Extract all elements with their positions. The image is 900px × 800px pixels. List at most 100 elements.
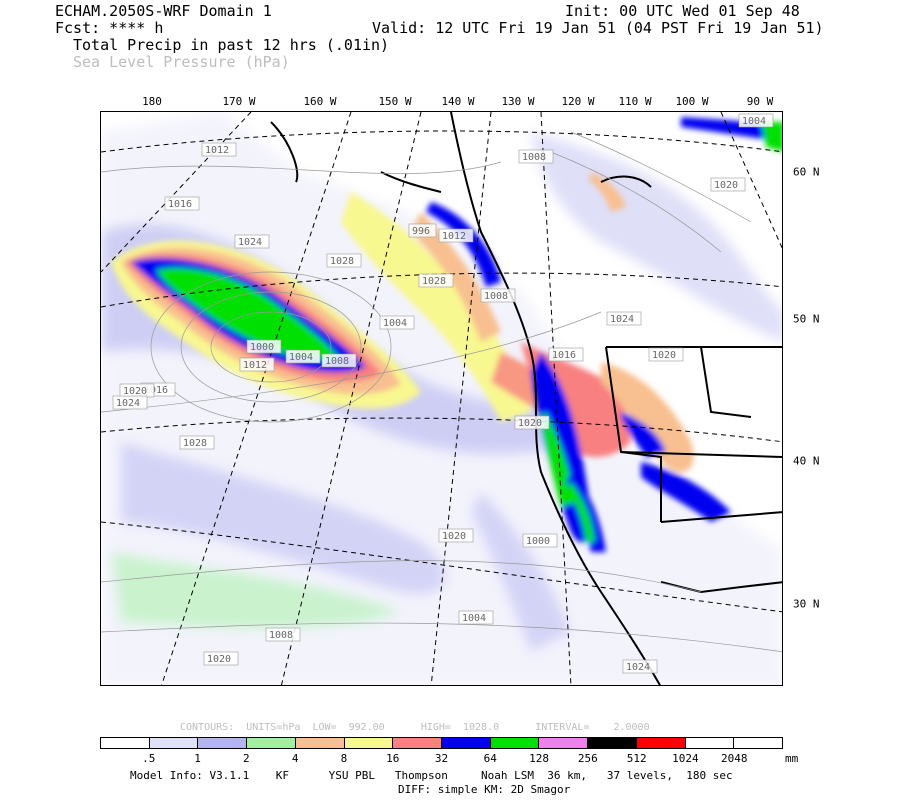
colorbar-segment [734, 738, 783, 748]
colorbar-tick: 16 [386, 752, 400, 765]
svg-text:1004: 1004 [289, 352, 313, 363]
colorbar-segment [442, 738, 491, 748]
svg-text:1012: 1012 [442, 231, 466, 242]
pressure-label: 1008 [321, 353, 357, 368]
pressure-label: 1024 [112, 395, 148, 410]
colorbar-tick: 256 [577, 752, 598, 765]
precip-map: 1004 1008 1012 1016 1020 1024 1028 996 1000 1004 1… [100, 111, 783, 686]
svg-text:1020: 1020 [518, 418, 542, 429]
colorbar-tick: 4 [291, 752, 299, 765]
svg-text:996: 996 [412, 226, 430, 237]
longitude-label: 180 [142, 95, 162, 108]
graticule [101, 112, 782, 685]
colorbar-segment [247, 738, 296, 748]
pressure-label: 1004 [285, 349, 321, 364]
svg-text:1024: 1024 [238, 237, 262, 248]
svg-text:1012: 1012 [243, 360, 267, 371]
colorbar-tick: 1024 [672, 752, 699, 765]
contour-info: CONTOURS: UNITS=hPa LOW= 992.00 HIGH= 10… [180, 722, 650, 733]
colorbar-segment [393, 738, 443, 748]
pressure-label: 1004 [738, 113, 774, 128]
pressure-label: 1012 [438, 228, 474, 243]
pressure-label: 1024 [622, 659, 658, 674]
pressure-label: 1016 [548, 347, 584, 362]
pressure-label: 1020 [514, 415, 550, 430]
pressure-label: 1020 [438, 528, 474, 543]
colorbar-segment [344, 738, 394, 748]
pressure-label: 1020 [119, 383, 155, 398]
pressure-label: 1012 [239, 357, 275, 372]
colorbar-tick: .5 [142, 752, 156, 765]
field-precip-title: Total Precip in past 12 hrs (.01in) [73, 36, 390, 54]
svg-text:1028: 1028 [422, 276, 446, 287]
pressure-label: 996 [408, 223, 437, 238]
colorbar-segment [539, 738, 589, 748]
svg-text:1012: 1012 [205, 145, 229, 156]
pressure-label: 1008 [518, 149, 554, 164]
light-precip-layer [101, 112, 782, 685]
svg-text:1008: 1008 [269, 630, 293, 641]
pressure-label: 1008 [265, 627, 301, 642]
pressure-label: 1024 [234, 234, 270, 249]
longitude-label: 100 W [675, 95, 709, 108]
model-title: ECHAM.2050S-WRF Domain 1 [55, 2, 272, 20]
svg-text:1004: 1004 [462, 613, 486, 624]
coastlines [270, 112, 782, 685]
svg-text:1008: 1008 [522, 152, 546, 163]
svg-text:1008: 1008 [484, 291, 508, 302]
longitude-label: 130 W [501, 95, 535, 108]
colorbar-segment [636, 738, 686, 748]
colorbar-tick: 64 [483, 752, 497, 765]
longitude-label: 140 W [441, 95, 475, 108]
svg-text:1000: 1000 [526, 536, 550, 547]
pressure-label: 1020 [648, 347, 684, 362]
pressure-label: 1012 [201, 142, 237, 157]
colorbar-segment [149, 738, 199, 748]
colorbar-segment [295, 738, 345, 748]
svg-text:1000: 1000 [250, 342, 274, 353]
pressure-contours [101, 131, 782, 653]
longitude-label: 110 W [618, 95, 652, 108]
valid-time: Valid: 12 UTC Fri 19 Jan 51 (04 PST Fri … [372, 19, 824, 37]
pressure-label: 1024 [606, 311, 642, 326]
svg-text:1016: 1016 [168, 199, 192, 210]
longitude-label: 120 W [561, 95, 595, 108]
pressure-label: 1000 [522, 533, 558, 548]
pressure-label: 1016 [164, 196, 200, 211]
svg-text:1028: 1028 [330, 256, 354, 267]
svg-text:1008: 1008 [325, 356, 349, 367]
svg-text:1028: 1028 [183, 438, 207, 449]
pressure-label: 1020 [710, 177, 746, 192]
svg-text:1020: 1020 [714, 180, 738, 191]
svg-text:1016: 1016 [552, 350, 576, 361]
svg-text:1020: 1020 [442, 531, 466, 542]
colorbar-segment [198, 738, 248, 748]
pressure-label: 1028 [179, 435, 215, 450]
colorbar-segment [588, 738, 637, 748]
latitude-label: 30 N [793, 597, 820, 611]
colorbar-tick: 2048 [720, 752, 748, 765]
model-info: Model Info: V3.1.1 KF YSU PBL Thompson N… [130, 769, 733, 782]
inland-precip [521, 342, 731, 552]
longitude-label: 170 W [222, 95, 256, 108]
latitude-label: 60 N [793, 165, 820, 179]
colorbar-tick: 32 [434, 752, 449, 765]
pressure-label: 1008 [480, 288, 516, 303]
colorbar-segment [101, 738, 150, 748]
svg-text:1024: 1024 [116, 398, 140, 409]
pressure-label: 1020 [203, 651, 239, 666]
colorbar-segment [685, 738, 735, 748]
precip-colorbar [100, 737, 783, 749]
svg-text:1004: 1004 [742, 116, 766, 127]
colorbar-tick: 1 [194, 752, 201, 765]
field-slp-title: Sea Level Pressure (hPa) [73, 53, 290, 71]
svg-text:1024: 1024 [610, 314, 634, 325]
longitude-label: 160 W [303, 95, 337, 108]
pressure-label: 1004 [458, 610, 494, 625]
svg-text:1024: 1024 [626, 662, 650, 673]
forecast-hour: Fcst: **** h [55, 19, 164, 37]
latitude-label: 40 N [793, 454, 820, 468]
colorbar-tick: 512 [626, 752, 647, 765]
svg-text:1020: 1020 [207, 654, 231, 665]
